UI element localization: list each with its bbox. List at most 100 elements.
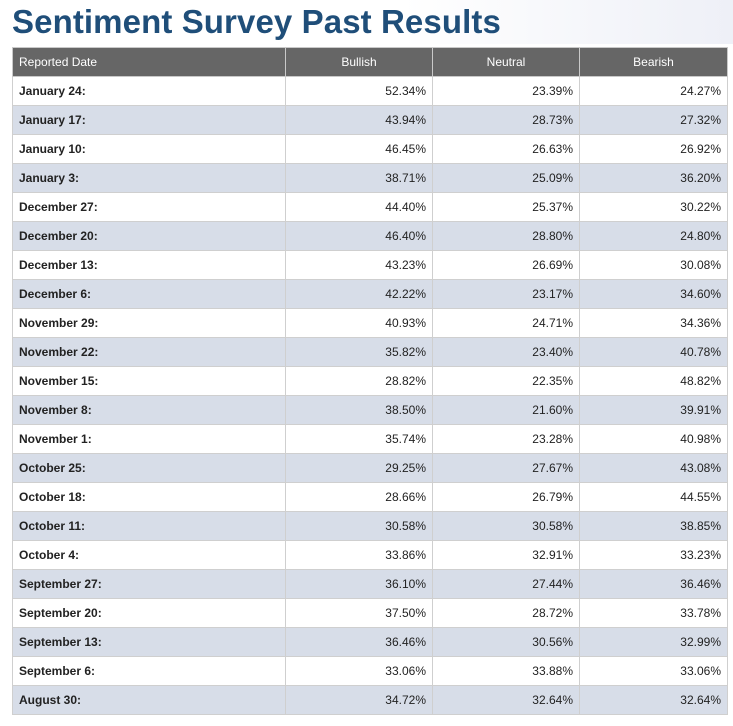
cell-bullish: 43.23% (285, 250, 433, 280)
page-title: Sentiment Survey Past Results (12, 3, 501, 40)
cell-neutral: 30.56% (432, 627, 580, 657)
column-header-bullish: Bullish (285, 47, 433, 77)
cell-reported-date: November 15: (12, 366, 286, 396)
cell-neutral: 32.64% (432, 685, 580, 715)
cell-reported-date: December 20: (12, 221, 286, 251)
cell-neutral: 23.28% (432, 424, 580, 454)
table-row: December 27: 44.40% 25.37% 30.22% (12, 192, 728, 222)
cell-neutral: 25.37% (432, 192, 580, 222)
column-header-bearish: Bearish (579, 47, 728, 77)
cell-neutral: 26.69% (432, 250, 580, 280)
cell-reported-date: October 25: (12, 453, 286, 483)
cell-bearish: 33.23% (579, 540, 728, 570)
cell-bullish: 28.66% (285, 482, 433, 512)
cell-reported-date: September 20: (12, 598, 286, 628)
table-row: September 13: 36.46% 30.56% 32.99% (12, 627, 728, 657)
cell-reported-date: August 30: (12, 685, 286, 715)
cell-neutral: 33.88% (432, 656, 580, 686)
cell-reported-date: November 1: (12, 424, 286, 454)
table-row: September 6: 33.06% 33.88% 33.06% (12, 656, 728, 686)
table-row: September 27: 36.10% 27.44% 36.46% (12, 569, 728, 599)
cell-bearish: 43.08% (579, 453, 728, 483)
table-body: January 24: 52.34% 23.39% 24.27% January 17:… (12, 76, 728, 715)
cell-neutral: 28.73% (432, 105, 580, 135)
cell-bullish: 38.71% (285, 163, 433, 193)
cell-reported-date: January 3: (12, 163, 286, 193)
cell-reported-date: October 18: (12, 482, 286, 512)
cell-bearish: 30.08% (579, 250, 728, 280)
cell-bearish: 39.91% (579, 395, 728, 425)
table-row: January 24: 52.34% 23.39% 24.27% (12, 76, 728, 106)
cell-neutral: 28.72% (432, 598, 580, 628)
cell-neutral: 24.71% (432, 308, 580, 338)
cell-reported-date: September 27: (12, 569, 286, 599)
cell-bullish: 37.50% (285, 598, 433, 628)
cell-bullish: 38.50% (285, 395, 433, 425)
cell-bearish: 40.98% (579, 424, 728, 454)
column-header-neutral: Neutral (432, 47, 580, 77)
cell-neutral: 26.79% (432, 482, 580, 512)
cell-bullish: 46.45% (285, 134, 433, 164)
cell-bearish: 48.82% (579, 366, 728, 396)
cell-neutral: 26.63% (432, 134, 580, 164)
cell-bearish: 34.60% (579, 279, 728, 309)
cell-reported-date: October 11: (12, 511, 286, 541)
table-row: December 20: 46.40% 28.80% 24.80% (12, 221, 728, 251)
title-band (0, 0, 733, 44)
cell-bullish: 43.94% (285, 105, 433, 135)
cell-bullish: 40.93% (285, 308, 433, 338)
cell-bullish: 46.40% (285, 221, 433, 251)
cell-bearish: 27.32% (579, 105, 728, 135)
table-row: January 3: 38.71% 25.09% 36.20% (12, 163, 728, 193)
column-header-reported-date: Reported Date (12, 47, 286, 77)
table-row: August 30: 34.72% 32.64% 32.64% (12, 685, 728, 715)
table-row: November 29: 40.93% 24.71% 34.36% (12, 308, 728, 338)
cell-bullish: 29.25% (285, 453, 433, 483)
cell-bearish: 24.80% (579, 221, 728, 251)
cell-bearish: 36.20% (579, 163, 728, 193)
header-row: Reported Date Bullish Neutral Bearish (12, 47, 728, 77)
cell-bearish: 26.92% (579, 134, 728, 164)
cell-bearish: 32.99% (579, 627, 728, 657)
table-header: Reported Date Bullish Neutral Bearish (12, 47, 728, 77)
cell-bullish: 36.10% (285, 569, 433, 599)
cell-reported-date: November 22: (12, 337, 286, 367)
cell-reported-date: December 27: (12, 192, 286, 222)
cell-reported-date: December 13: (12, 250, 286, 280)
cell-reported-date: November 29: (12, 308, 286, 338)
cell-neutral: 22.35% (432, 366, 580, 396)
cell-bearish: 34.36% (579, 308, 728, 338)
cell-neutral: 21.60% (432, 395, 580, 425)
table-row: November 1: 35.74% 23.28% 40.98% (12, 424, 728, 454)
table-row: November 15: 28.82% 22.35% 48.82% (12, 366, 728, 396)
cell-reported-date: September 13: (12, 627, 286, 657)
table-row: January 10: 46.45% 26.63% 26.92% (12, 134, 728, 164)
cell-bullish: 44.40% (285, 192, 433, 222)
cell-bullish: 35.74% (285, 424, 433, 454)
cell-bearish: 30.22% (579, 192, 728, 222)
table-row: October 11: 30.58% 30.58% 38.85% (12, 511, 728, 541)
cell-neutral: 23.40% (432, 337, 580, 367)
cell-reported-date: November 8: (12, 395, 286, 425)
results-table: Reported Date Bullish Neutral Bearish Ja… (12, 47, 728, 715)
table-row: November 8: 38.50% 21.60% 39.91% (12, 395, 728, 425)
cell-neutral: 23.17% (432, 279, 580, 309)
table-row: December 6: 42.22% 23.17% 34.60% (12, 279, 728, 309)
cell-bullish: 30.58% (285, 511, 433, 541)
cell-bullish: 28.82% (285, 366, 433, 396)
cell-bullish: 42.22% (285, 279, 433, 309)
cell-reported-date: December 6: (12, 279, 286, 309)
cell-neutral: 32.91% (432, 540, 580, 570)
cell-bearish: 40.78% (579, 337, 728, 367)
table-row: September 20: 37.50% 28.72% 33.78% (12, 598, 728, 628)
cell-bearish: 33.78% (579, 598, 728, 628)
cell-bullish: 52.34% (285, 76, 433, 106)
table-row: January 17: 43.94% 28.73% 27.32% (12, 105, 728, 135)
cell-bullish: 34.72% (285, 685, 433, 715)
cell-bullish: 33.06% (285, 656, 433, 686)
cell-reported-date: January 10: (12, 134, 286, 164)
cell-neutral: 28.80% (432, 221, 580, 251)
cell-bearish: 36.46% (579, 569, 728, 599)
cell-neutral: 25.09% (432, 163, 580, 193)
cell-bullish: 33.86% (285, 540, 433, 570)
